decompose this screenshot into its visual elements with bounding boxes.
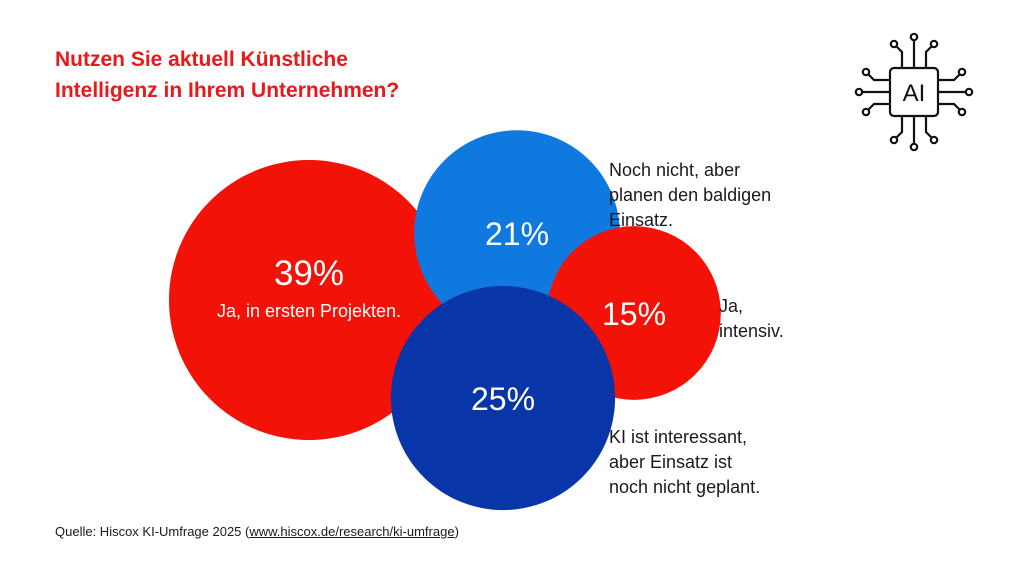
label-21: Noch nicht, aber planen den baldigen Ein… <box>609 160 772 230</box>
source-link[interactable]: www.hiscox.de/research/ki-umfrage <box>249 524 455 539</box>
bubble-39 <box>169 160 449 440</box>
source-prefix: Quelle: Hiscox KI-Umfrage 2025 ( <box>55 524 250 539</box>
value-label-21: 21% <box>485 216 549 252</box>
ai-icon-text: AI <box>903 80 926 107</box>
source-suffix: ) <box>454 524 459 539</box>
label-25: KI ist interessant, aber Einsatz ist noc… <box>609 427 761 497</box>
bubble-25 <box>390 285 616 511</box>
ai-chip-icon: AI <box>854 32 974 152</box>
value-label-15: 15% <box>602 296 666 332</box>
label-15: Ja, intensiv. <box>719 296 784 341</box>
value-label-39: 39% <box>274 254 344 293</box>
source-note: Quelle: Hiscox KI-Umfrage 2025 (www.hisc… <box>55 524 459 539</box>
value-label-25: 25% <box>471 381 535 417</box>
inner-label-39: Ja, in ersten Projekten. <box>217 301 401 321</box>
chart-title: Nutzen Sie aktuell Künstliche Intelligen… <box>55 48 400 102</box>
